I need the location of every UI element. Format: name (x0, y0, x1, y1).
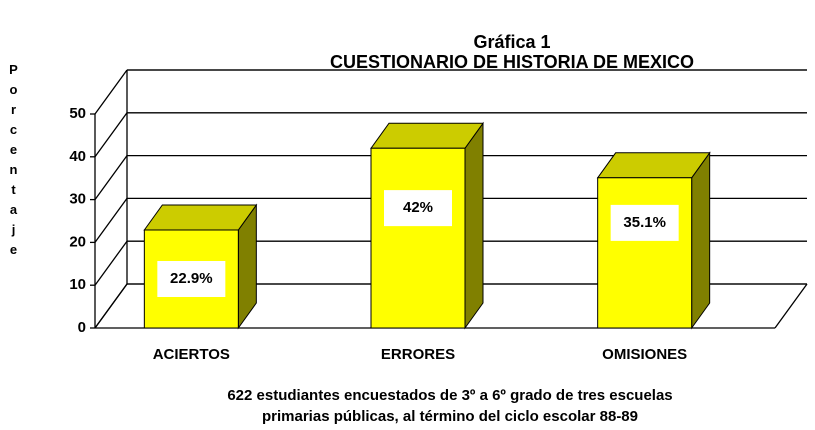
y-tick-label: 0 (78, 319, 86, 336)
grid-line (94, 283, 128, 329)
chart-subtitle: CUESTIONARIO DE HISTORIA DE MEXICO (330, 52, 694, 72)
bar-top (370, 122, 484, 149)
data-label-box (157, 260, 226, 297)
data-label-box (610, 204, 679, 241)
bar-top (143, 204, 258, 231)
bar-side (464, 121, 484, 330)
grid-line (94, 155, 128, 200)
bar-top (596, 152, 711, 179)
x-tick-label: ERRORES (381, 346, 455, 363)
x-tick-label: ACIERTOS (153, 346, 230, 363)
footnote: primarias públicas, al término del ciclo… (262, 408, 638, 425)
y-tick-label: 20 (69, 233, 86, 250)
x-tick-label: OMISIONES (602, 346, 687, 363)
grid-line (94, 69, 128, 115)
data-label: 42% (403, 199, 433, 216)
bar (597, 177, 693, 329)
grid-line (94, 112, 128, 158)
data-label-box (384, 190, 452, 227)
grid-line (94, 198, 128, 243)
y-tick-label: 40 (69, 148, 86, 165)
data-label: 22.9% (170, 270, 213, 287)
grid-line (94, 240, 128, 286)
y-tick-label: 50 (69, 105, 86, 122)
floor-edge (774, 283, 808, 329)
y-tick-label: 30 (69, 191, 86, 208)
y-axis-label: Porcentaje (6, 62, 21, 262)
footnote: 622 estudiantes encuestados de 3º a 6º g… (227, 387, 672, 404)
data-label: 35.1% (623, 214, 666, 231)
bar (370, 147, 466, 329)
y-tick-label: 10 (69, 276, 86, 293)
bar-side (691, 151, 711, 330)
chart-title: Gráfica 1 (473, 32, 550, 52)
